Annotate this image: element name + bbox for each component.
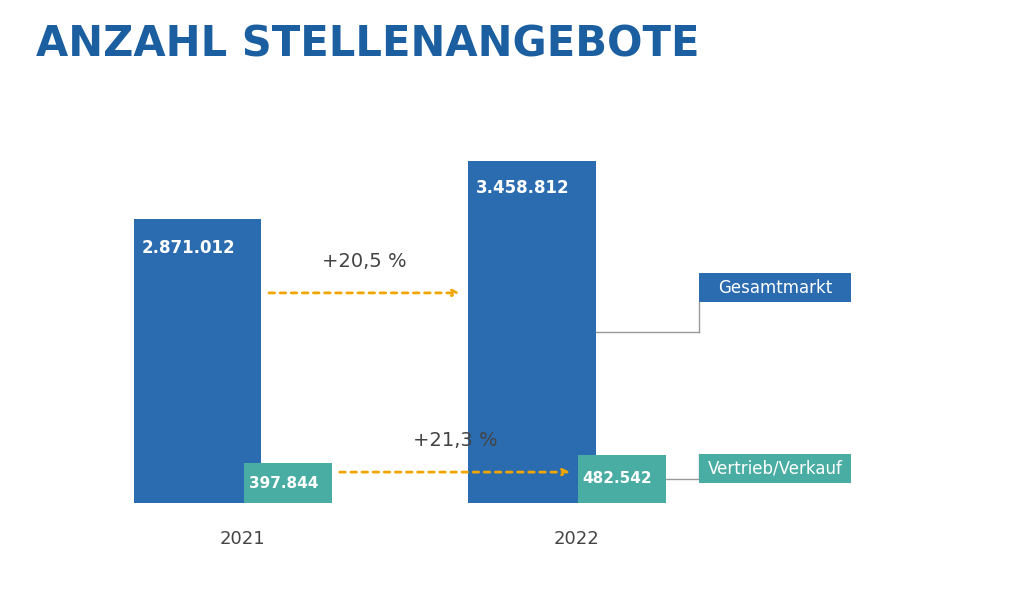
Text: 2022: 2022 — [554, 530, 600, 548]
FancyBboxPatch shape — [698, 273, 851, 303]
Text: 3.458.812: 3.458.812 — [475, 179, 569, 197]
Text: Gesamtmarkt: Gesamtmarkt — [718, 279, 833, 297]
Text: Vertrieb/Verkauf: Vertrieb/Verkauf — [708, 459, 843, 477]
Bar — [244, 463, 332, 503]
Bar — [468, 161, 596, 503]
Text: 2021: 2021 — [220, 530, 265, 548]
Text: +20,5 %: +20,5 % — [323, 252, 407, 271]
Bar — [133, 219, 261, 503]
Text: 2.871.012: 2.871.012 — [141, 239, 236, 257]
Text: 482.542: 482.542 — [583, 471, 652, 486]
Bar — [578, 455, 667, 503]
FancyBboxPatch shape — [698, 454, 851, 483]
Text: ANZAHL STELLENANGEBOTE: ANZAHL STELLENANGEBOTE — [36, 24, 699, 66]
Text: +21,3 %: +21,3 % — [413, 431, 498, 450]
Text: 397.844: 397.844 — [249, 475, 317, 490]
